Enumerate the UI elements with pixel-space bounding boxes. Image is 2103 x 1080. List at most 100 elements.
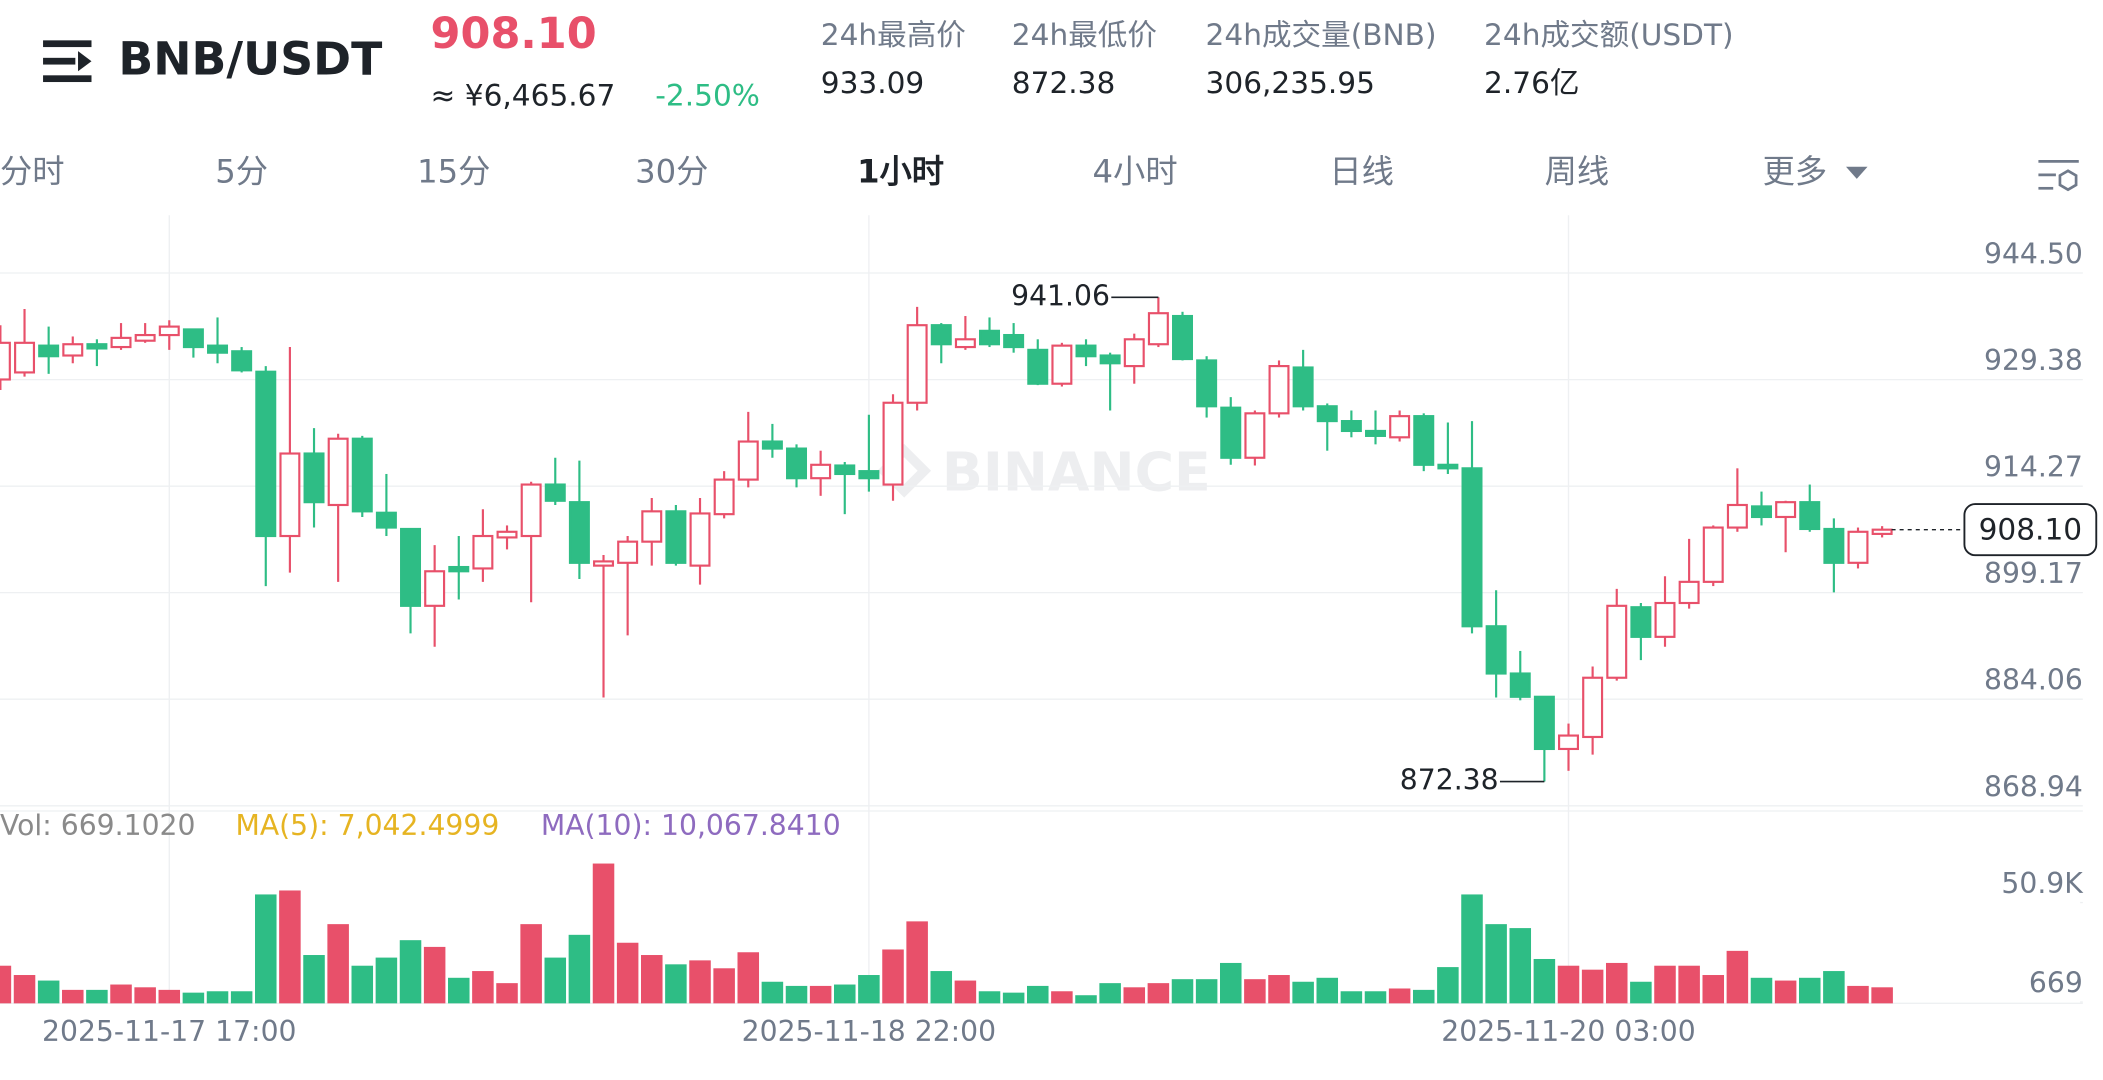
volume-bar xyxy=(1244,979,1266,1004)
candle-body xyxy=(231,350,253,372)
volume-legend: MA(10): 10,067.8410 xyxy=(541,809,841,842)
volume-bar xyxy=(1147,983,1170,1004)
candle-body xyxy=(472,534,494,570)
volume-bar xyxy=(110,984,132,1004)
volume-bar xyxy=(279,890,301,1004)
more-arrow[interactable] xyxy=(1846,166,1868,179)
volume-bar xyxy=(689,960,711,1004)
candle-body xyxy=(351,437,373,513)
volume-legend: MA(5): 7,042.4999 xyxy=(235,809,499,842)
candle-body xyxy=(930,324,952,346)
candle-body xyxy=(1823,527,1845,564)
volume-bar xyxy=(737,952,760,1004)
volume-bar xyxy=(13,975,36,1004)
candle-body xyxy=(593,560,615,567)
volume-bar xyxy=(1871,987,1893,1004)
candle-body xyxy=(1775,501,1797,519)
volume-bar xyxy=(1702,975,1725,1004)
interval-tab[interactable]: 15分 xyxy=(417,153,490,191)
volume-bar xyxy=(1485,924,1507,1004)
volume-bar xyxy=(423,946,446,1004)
candle-body xyxy=(1075,344,1097,358)
interval-tab[interactable]: 更多 xyxy=(1763,153,1828,191)
icon-hex xyxy=(2058,169,2078,192)
x-tick-label: 2025-11-20 03:00 xyxy=(1441,1015,1695,1048)
menu-bar xyxy=(43,40,92,48)
candle-body xyxy=(1606,604,1628,679)
volume-bar xyxy=(930,971,953,1004)
candle-body xyxy=(110,336,132,349)
candle-body xyxy=(1871,528,1893,535)
candle-body xyxy=(1799,501,1821,531)
x-tick-label: 2025-11-17 17:00 xyxy=(42,1015,296,1048)
volume-bar xyxy=(0,965,12,1004)
stat-value: 2.76亿 xyxy=(1484,66,1579,100)
candle-body xyxy=(158,325,180,337)
candle-body xyxy=(641,510,663,543)
volume-bar xyxy=(1268,975,1290,1004)
candle-body xyxy=(786,447,808,480)
volume-bar xyxy=(1557,965,1580,1004)
volume-bar xyxy=(1412,989,1435,1004)
candle-body xyxy=(1220,406,1242,459)
candle-body xyxy=(979,329,1001,346)
menu-icon[interactable] xyxy=(43,40,92,83)
candle-body xyxy=(1292,366,1314,408)
candle-body xyxy=(1316,405,1338,423)
volume-tick-label: 669 xyxy=(2029,967,2083,1000)
interval-tab[interactable]: 4小时 xyxy=(1093,153,1178,191)
menu-bar xyxy=(43,75,92,83)
interval-tab[interactable]: 分时 xyxy=(0,153,65,191)
candle-body xyxy=(255,370,277,538)
change: -2.50% xyxy=(655,78,760,112)
interval-tab[interactable]: 周线 xyxy=(1545,153,1610,191)
volume-bar xyxy=(1123,987,1146,1004)
interval-tab[interactable]: 30分 xyxy=(635,153,708,191)
candle-body xyxy=(954,338,976,349)
candle-body xyxy=(1461,467,1483,628)
candle-body xyxy=(1365,429,1387,437)
volume-bar xyxy=(1437,967,1459,1004)
volume-bar xyxy=(375,957,398,1004)
candle-body xyxy=(207,344,229,354)
volume-bar xyxy=(954,980,977,1004)
candle-body xyxy=(0,341,11,381)
interval-tab[interactable]: 1小时 xyxy=(857,153,944,191)
volume-bar xyxy=(472,971,494,1004)
menu-bar xyxy=(43,57,76,65)
candle-body xyxy=(1099,354,1121,365)
candle-body xyxy=(1340,420,1362,433)
menu-arrow xyxy=(78,51,92,72)
settings-icon[interactable] xyxy=(2038,160,2079,192)
volume-legend: Vol: 669.1020 xyxy=(0,809,195,842)
volume-bar xyxy=(1605,962,1628,1004)
candle-body xyxy=(858,470,880,480)
volume-bar xyxy=(182,992,205,1004)
candle-body xyxy=(1027,348,1049,385)
volume-bar xyxy=(1750,977,1773,1004)
candle-body xyxy=(834,464,856,476)
volume-bar xyxy=(882,949,904,1004)
candle-body xyxy=(38,344,60,358)
candle-body xyxy=(1751,505,1772,519)
candle-body xyxy=(665,510,687,564)
candle-body xyxy=(496,530,518,539)
volume-bar xyxy=(761,981,784,1004)
candle-body xyxy=(737,440,759,481)
volume-bar xyxy=(1630,981,1652,1004)
interval-tab[interactable]: 日线 xyxy=(1329,153,1394,191)
volume-bar xyxy=(1364,991,1387,1004)
candle-body xyxy=(544,483,566,502)
volume-bar xyxy=(1316,977,1339,1004)
candle-body xyxy=(617,540,639,564)
interval-tab[interactable]: 5分 xyxy=(215,153,268,191)
volume-bar xyxy=(1171,979,1194,1004)
pair[interactable]: BNB/USDT xyxy=(118,32,382,85)
candle-body xyxy=(1726,503,1748,529)
cny-price: ≈ ¥6,465.67 xyxy=(431,78,616,112)
volume-bar xyxy=(616,942,639,1004)
candle-body xyxy=(86,343,108,350)
volume-bar xyxy=(809,985,832,1004)
x-tick-label: 2025-11-18 22:00 xyxy=(742,1015,996,1048)
volume-bar xyxy=(62,989,84,1004)
